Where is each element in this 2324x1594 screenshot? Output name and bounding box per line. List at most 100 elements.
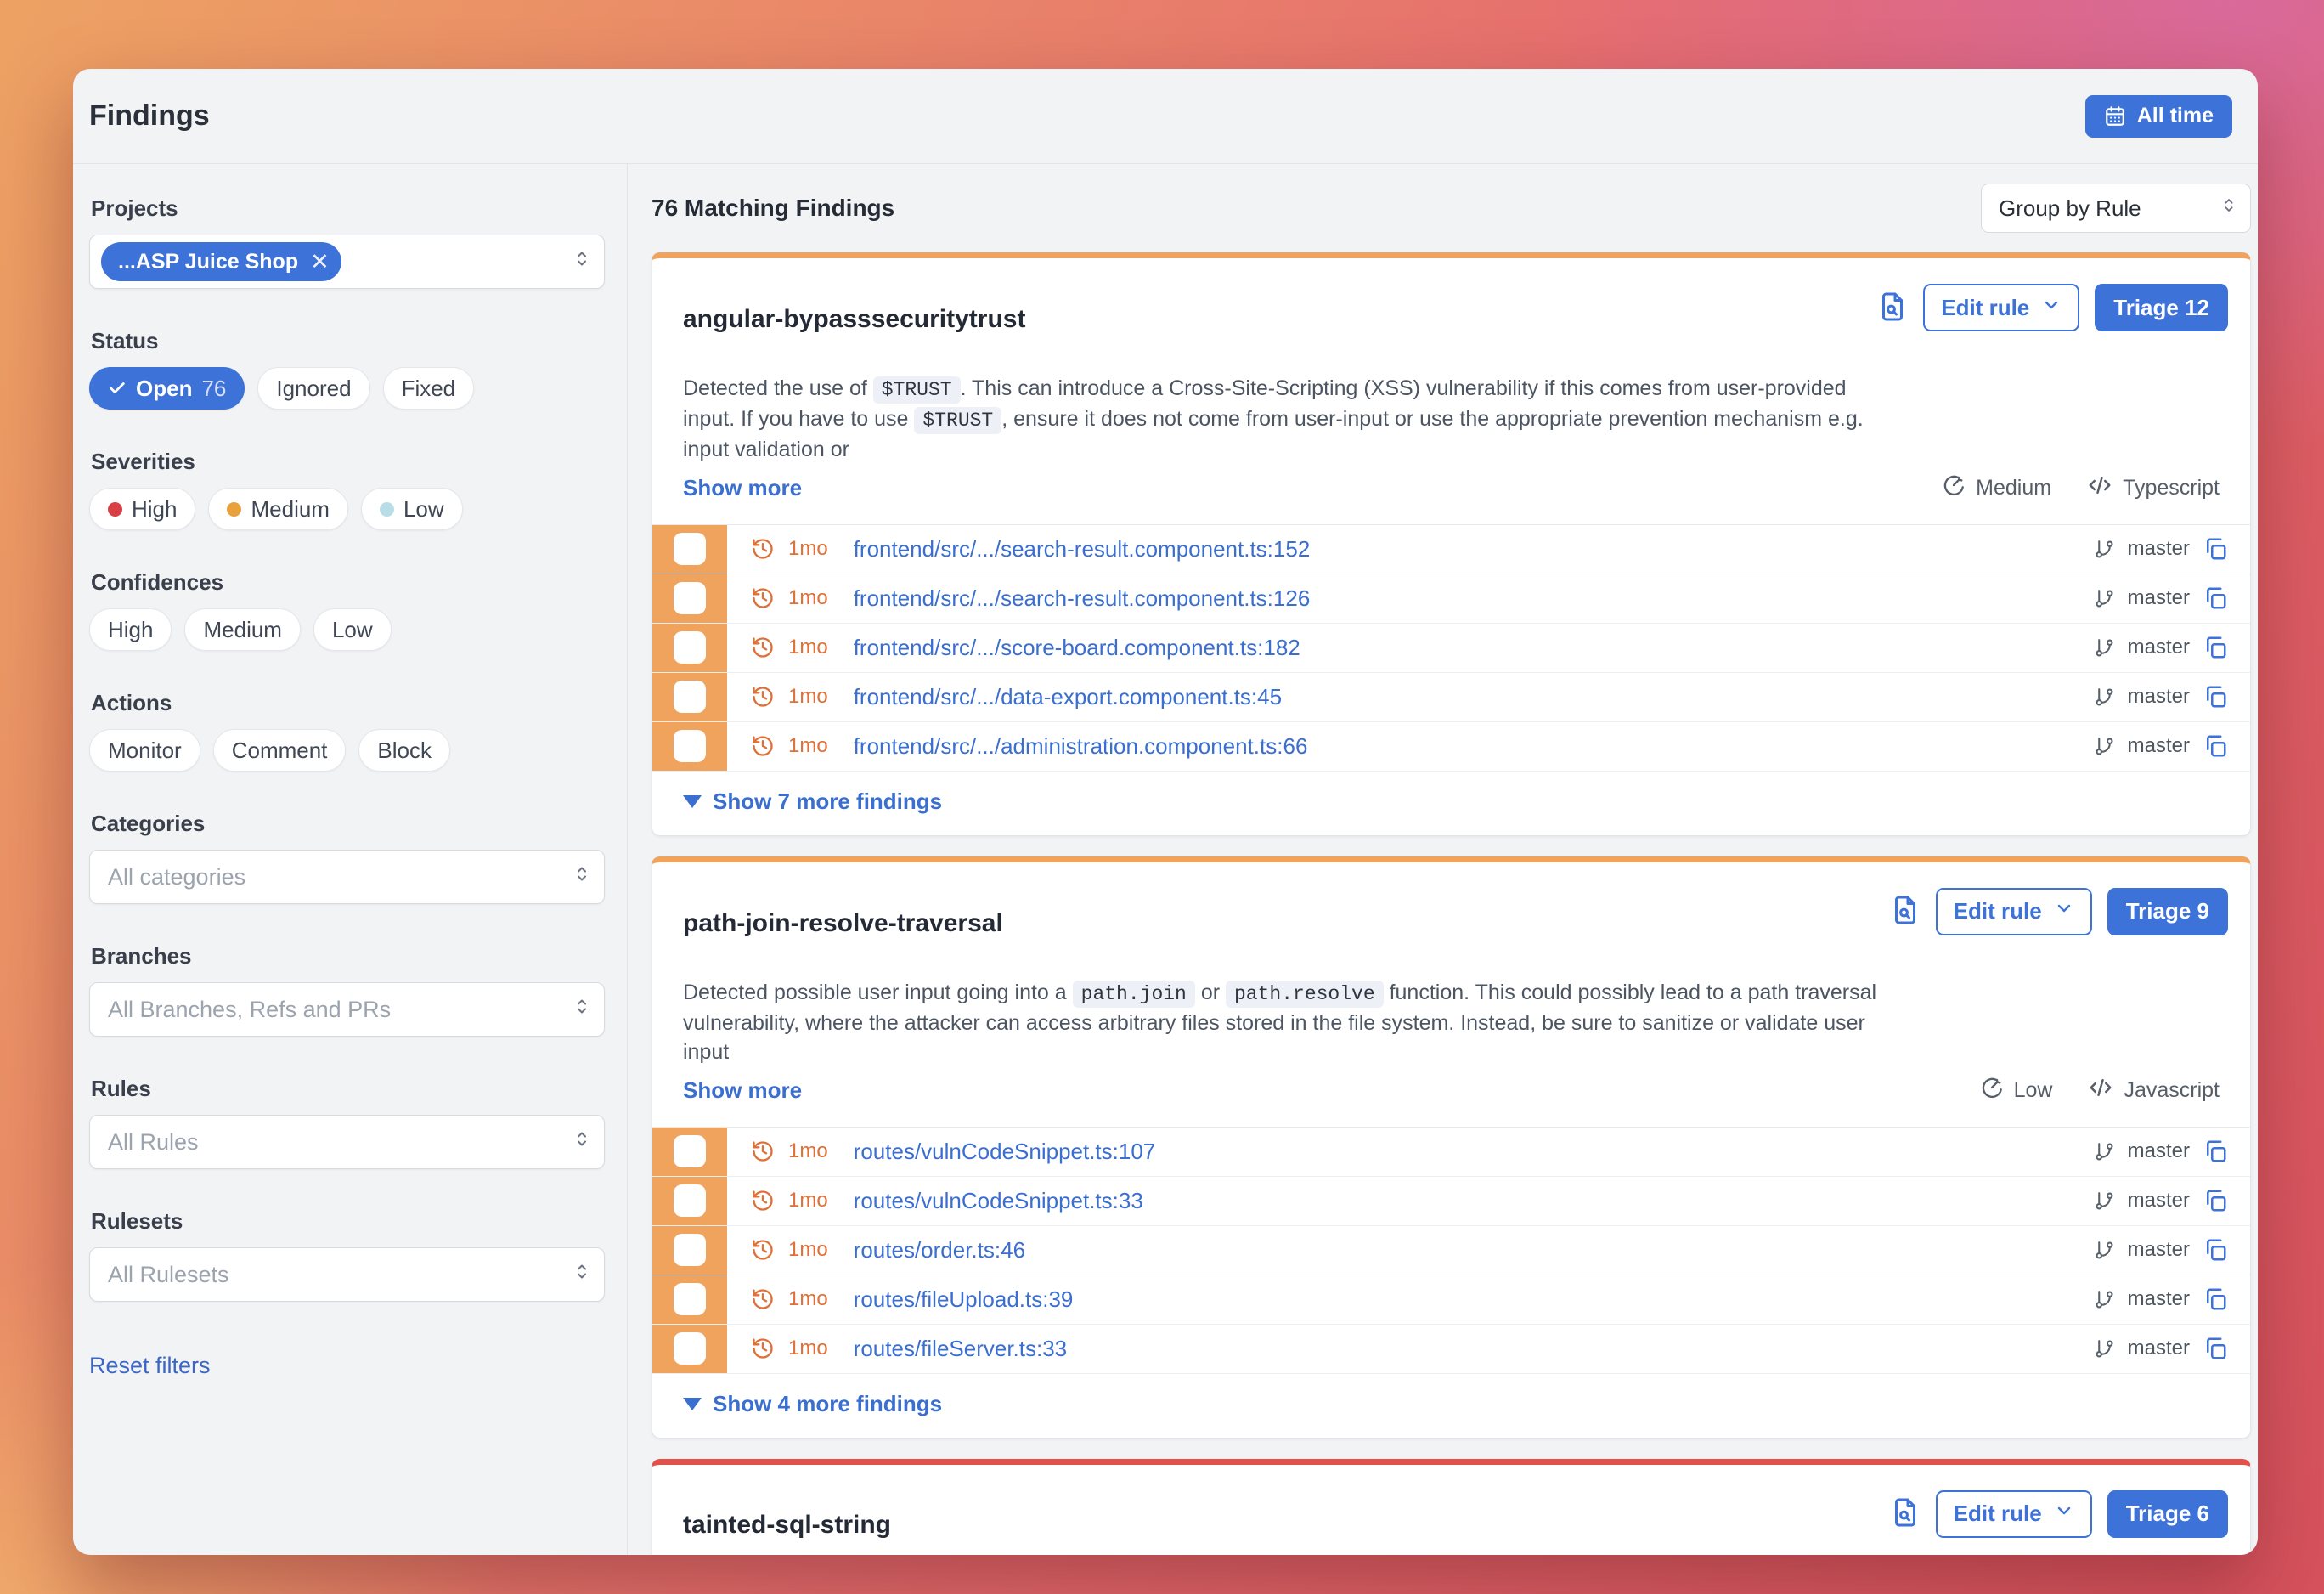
- chip-close-icon[interactable]: ✕: [310, 248, 330, 274]
- rules-label: Rules: [91, 1076, 151, 1101]
- copy-icon[interactable]: [2203, 1237, 2228, 1263]
- finding-checkbox[interactable]: [674, 533, 706, 566]
- git-branch-icon: [2094, 736, 2115, 757]
- project-chip[interactable]: ...ASP Juice Shop ✕: [101, 242, 341, 281]
- branch-name: master: [2127, 734, 2190, 758]
- severity-low-pill[interactable]: Low: [360, 488, 463, 530]
- copy-icon[interactable]: [2203, 1336, 2228, 1361]
- finding-meta: master: [2094, 624, 2250, 672]
- view-rule-doc-button[interactable]: [1890, 895, 1921, 928]
- edit-rule-button[interactable]: Edit rule: [1935, 1489, 2092, 1538]
- confidence-high-pill[interactable]: High: [89, 608, 172, 651]
- finding-checkbox[interactable]: [674, 730, 706, 763]
- finding-link[interactable]: frontend/src/.../data-export.component.t…: [853, 683, 1283, 709]
- finding-main: 1mo frontend/src/.../administration.comp…: [727, 722, 2094, 771]
- severity-bar: [652, 1225, 727, 1275]
- status-ignored-text: Ignored: [276, 375, 352, 401]
- confidence-medium-pill[interactable]: Medium: [184, 608, 301, 651]
- finding-link[interactable]: routes/fileUpload.ts:39: [853, 1286, 1074, 1312]
- project-chip-label: ...ASP Juice Shop: [118, 249, 299, 274]
- severity-value: Medium: [1976, 475, 2052, 500]
- branches-section: Branches All Branches, Refs and PRs: [89, 943, 605, 1037]
- finding-main: 1mo frontend/src/.../search-result.compo…: [727, 525, 2094, 574]
- show-more-link[interactable]: Show more: [683, 474, 803, 500]
- copy-icon[interactable]: [2203, 536, 2228, 562]
- status-ignored-pill[interactable]: Ignored: [257, 367, 370, 410]
- high-severity-dot: [108, 501, 122, 517]
- severities-label: Severities: [91, 449, 195, 474]
- triage-button[interactable]: Triage 12: [2095, 284, 2228, 331]
- copy-icon[interactable]: [2203, 1286, 2228, 1312]
- finding-checkbox[interactable]: [674, 1332, 706, 1365]
- copy-icon[interactable]: [2203, 684, 2228, 709]
- finding-link[interactable]: routes/order.ts:46: [853, 1236, 1026, 1263]
- categories-select[interactable]: All categories: [89, 850, 605, 904]
- file-search-icon: [1890, 1497, 1921, 1530]
- language-meta: Javascript: [2088, 1075, 2220, 1106]
- finding-age: 1mo: [788, 586, 828, 610]
- finding-checkbox[interactable]: [674, 1135, 706, 1168]
- severity-medium-pill[interactable]: Medium: [208, 488, 348, 530]
- finding-age: 1mo: [788, 1337, 828, 1360]
- action-monitor-pill[interactable]: Monitor: [89, 729, 200, 772]
- window-header: Findings All time: [73, 69, 2258, 164]
- action-comment-pill[interactable]: Comment: [212, 729, 347, 772]
- copy-icon[interactable]: [2203, 585, 2228, 611]
- chevrons-up-down-icon: [572, 246, 592, 278]
- finding-link[interactable]: routes/fileServer.ts:33: [853, 1335, 1068, 1361]
- show-more-findings[interactable]: Show 7 more findings: [652, 772, 2250, 835]
- file-search-icon: [1877, 291, 1908, 325]
- finding-link[interactable]: frontend/src/.../search-result.component…: [853, 585, 1311, 611]
- status-fixed-pill[interactable]: Fixed: [382, 367, 475, 410]
- finding-checkbox[interactable]: [674, 631, 706, 664]
- git-branch-icon: [2094, 539, 2115, 560]
- copy-icon[interactable]: [2203, 1139, 2228, 1164]
- finding-link[interactable]: routes/vulnCodeSnippet.ts:107: [853, 1138, 1156, 1164]
- gauge-icon: [1942, 473, 1966, 503]
- finding-link[interactable]: frontend/src/.../score-board.component.t…: [853, 634, 1300, 660]
- copy-icon[interactable]: [2203, 1188, 2228, 1213]
- copy-icon[interactable]: [2203, 733, 2228, 759]
- triage-button[interactable]: Triage 6: [2107, 1489, 2228, 1538]
- action-block-pill[interactable]: Block: [358, 729, 450, 772]
- confidence-low-pill[interactable]: Low: [313, 608, 392, 651]
- copy-icon[interactable]: [2203, 635, 2228, 660]
- chevrons-up-down-icon: [572, 1259, 592, 1291]
- git-branch-icon: [2094, 1190, 2115, 1212]
- finding-link[interactable]: routes/vulnCodeSnippet.ts:33: [853, 1187, 1143, 1213]
- finding-checkbox[interactable]: [674, 1184, 706, 1218]
- reset-filters-link[interactable]: Reset filters: [89, 1353, 211, 1378]
- severity-bar: [652, 1127, 727, 1176]
- branches-select[interactable]: All Branches, Refs and PRs: [89, 982, 605, 1037]
- finding-checkbox[interactable]: [674, 582, 706, 615]
- finding-link[interactable]: frontend/src/.../administration.componen…: [853, 732, 1308, 759]
- view-rule-doc-button[interactable]: [1890, 1497, 1921, 1530]
- git-branch-icon: [2094, 687, 2115, 708]
- finding-checkbox[interactable]: [674, 1283, 706, 1316]
- group-by-select[interactable]: Group by Rule: [1981, 184, 2251, 233]
- severity-bar: [652, 721, 727, 771]
- edit-rule-button[interactable]: Edit rule: [1923, 284, 2080, 331]
- finding-checkbox[interactable]: [674, 681, 706, 714]
- branch-name: master: [2127, 586, 2190, 610]
- time-filter-button[interactable]: All time: [2084, 94, 2232, 138]
- show-more-findings[interactable]: Show 4 more findings: [652, 1374, 2250, 1438]
- low-severity-dot: [379, 501, 394, 517]
- finding-row: 1mo routes/fileServer.ts:33 master: [652, 1324, 2250, 1374]
- rulesets-select[interactable]: All Rulesets: [89, 1247, 605, 1302]
- edit-rule-button[interactable]: Edit rule: [1935, 887, 2092, 935]
- status-open-pill[interactable]: Open 76: [89, 367, 245, 410]
- confidence-medium-text: Medium: [203, 616, 282, 642]
- findings-window: Findings All time Projects ...ASP Juice …: [73, 69, 2258, 1555]
- finding-link[interactable]: frontend/src/.../search-result.component…: [853, 535, 1311, 562]
- action-comment-text: Comment: [231, 737, 328, 763]
- finding-checkbox[interactable]: [674, 1234, 706, 1267]
- rules-select[interactable]: All Rules: [89, 1115, 605, 1169]
- show-more-link[interactable]: Show more: [683, 1077, 803, 1103]
- action-monitor-text: Monitor: [108, 737, 182, 763]
- view-rule-doc-button[interactable]: [1877, 291, 1908, 325]
- projects-select[interactable]: ...ASP Juice Shop ✕: [89, 235, 605, 289]
- actions-section: Actions Monitor Comment Block: [89, 690, 605, 772]
- triage-button[interactable]: Triage 9: [2107, 887, 2228, 935]
- severity-high-pill[interactable]: High: [89, 488, 196, 530]
